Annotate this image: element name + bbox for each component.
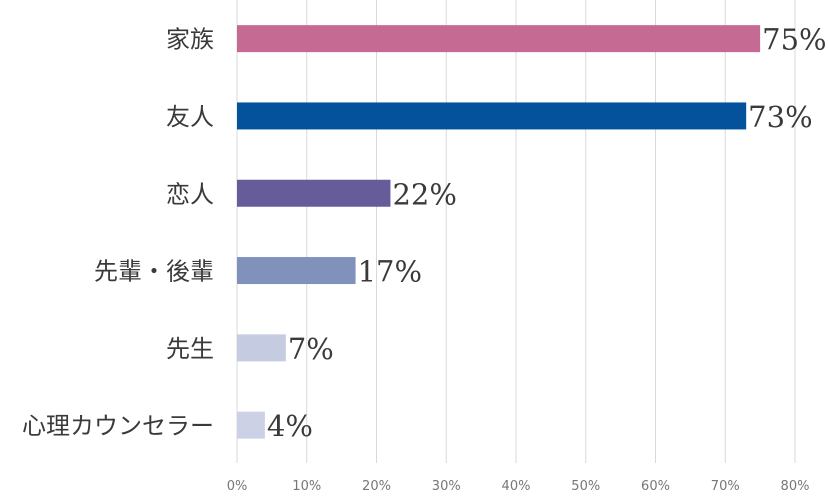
category-label-2: 恋人 — [166, 180, 214, 208]
category-label-1: 友人 — [166, 103, 214, 131]
value-label-0: 75% — [762, 23, 826, 57]
x-tick-label-4: 40% — [502, 479, 531, 494]
x-tick-label-5: 50% — [571, 479, 600, 494]
category-label-4: 先生 — [166, 335, 214, 363]
gridlines — [236, 0, 796, 463]
bar-2 — [237, 179, 391, 207]
category-label-5: 心理カウンセラー — [22, 412, 214, 440]
value-label-1: 73% — [748, 100, 812, 134]
value-labels: 75% 73% 22% 17% 7% 4% — [267, 23, 827, 443]
bars — [237, 25, 761, 439]
bar-0 — [237, 25, 761, 53]
bar-5 — [237, 411, 265, 439]
bar-3 — [237, 257, 356, 285]
x-tick-label-1: 10% — [292, 479, 321, 494]
x-tick-label-3: 30% — [432, 479, 461, 494]
x-axis-tick-labels: 0% 10% 20% 30% 40% 50% 60% 70% 80% — [227, 479, 810, 494]
value-label-5: 4% — [267, 409, 313, 443]
category-label-0: 家族 — [166, 26, 214, 54]
value-label-2: 22% — [392, 177, 456, 211]
bar-4 — [237, 334, 286, 362]
x-tick-label-2: 20% — [362, 479, 391, 494]
category-label-3: 先輩・後輩 — [94, 258, 214, 286]
x-tick-label-8: 80% — [781, 479, 810, 494]
x-tick-label-7: 70% — [711, 479, 740, 494]
bar-1 — [237, 102, 747, 130]
x-tick-label-0: 0% — [227, 479, 248, 494]
x-tick-label-6: 60% — [641, 479, 670, 494]
value-label-4: 7% — [288, 332, 334, 366]
value-label-3: 17% — [358, 255, 422, 289]
